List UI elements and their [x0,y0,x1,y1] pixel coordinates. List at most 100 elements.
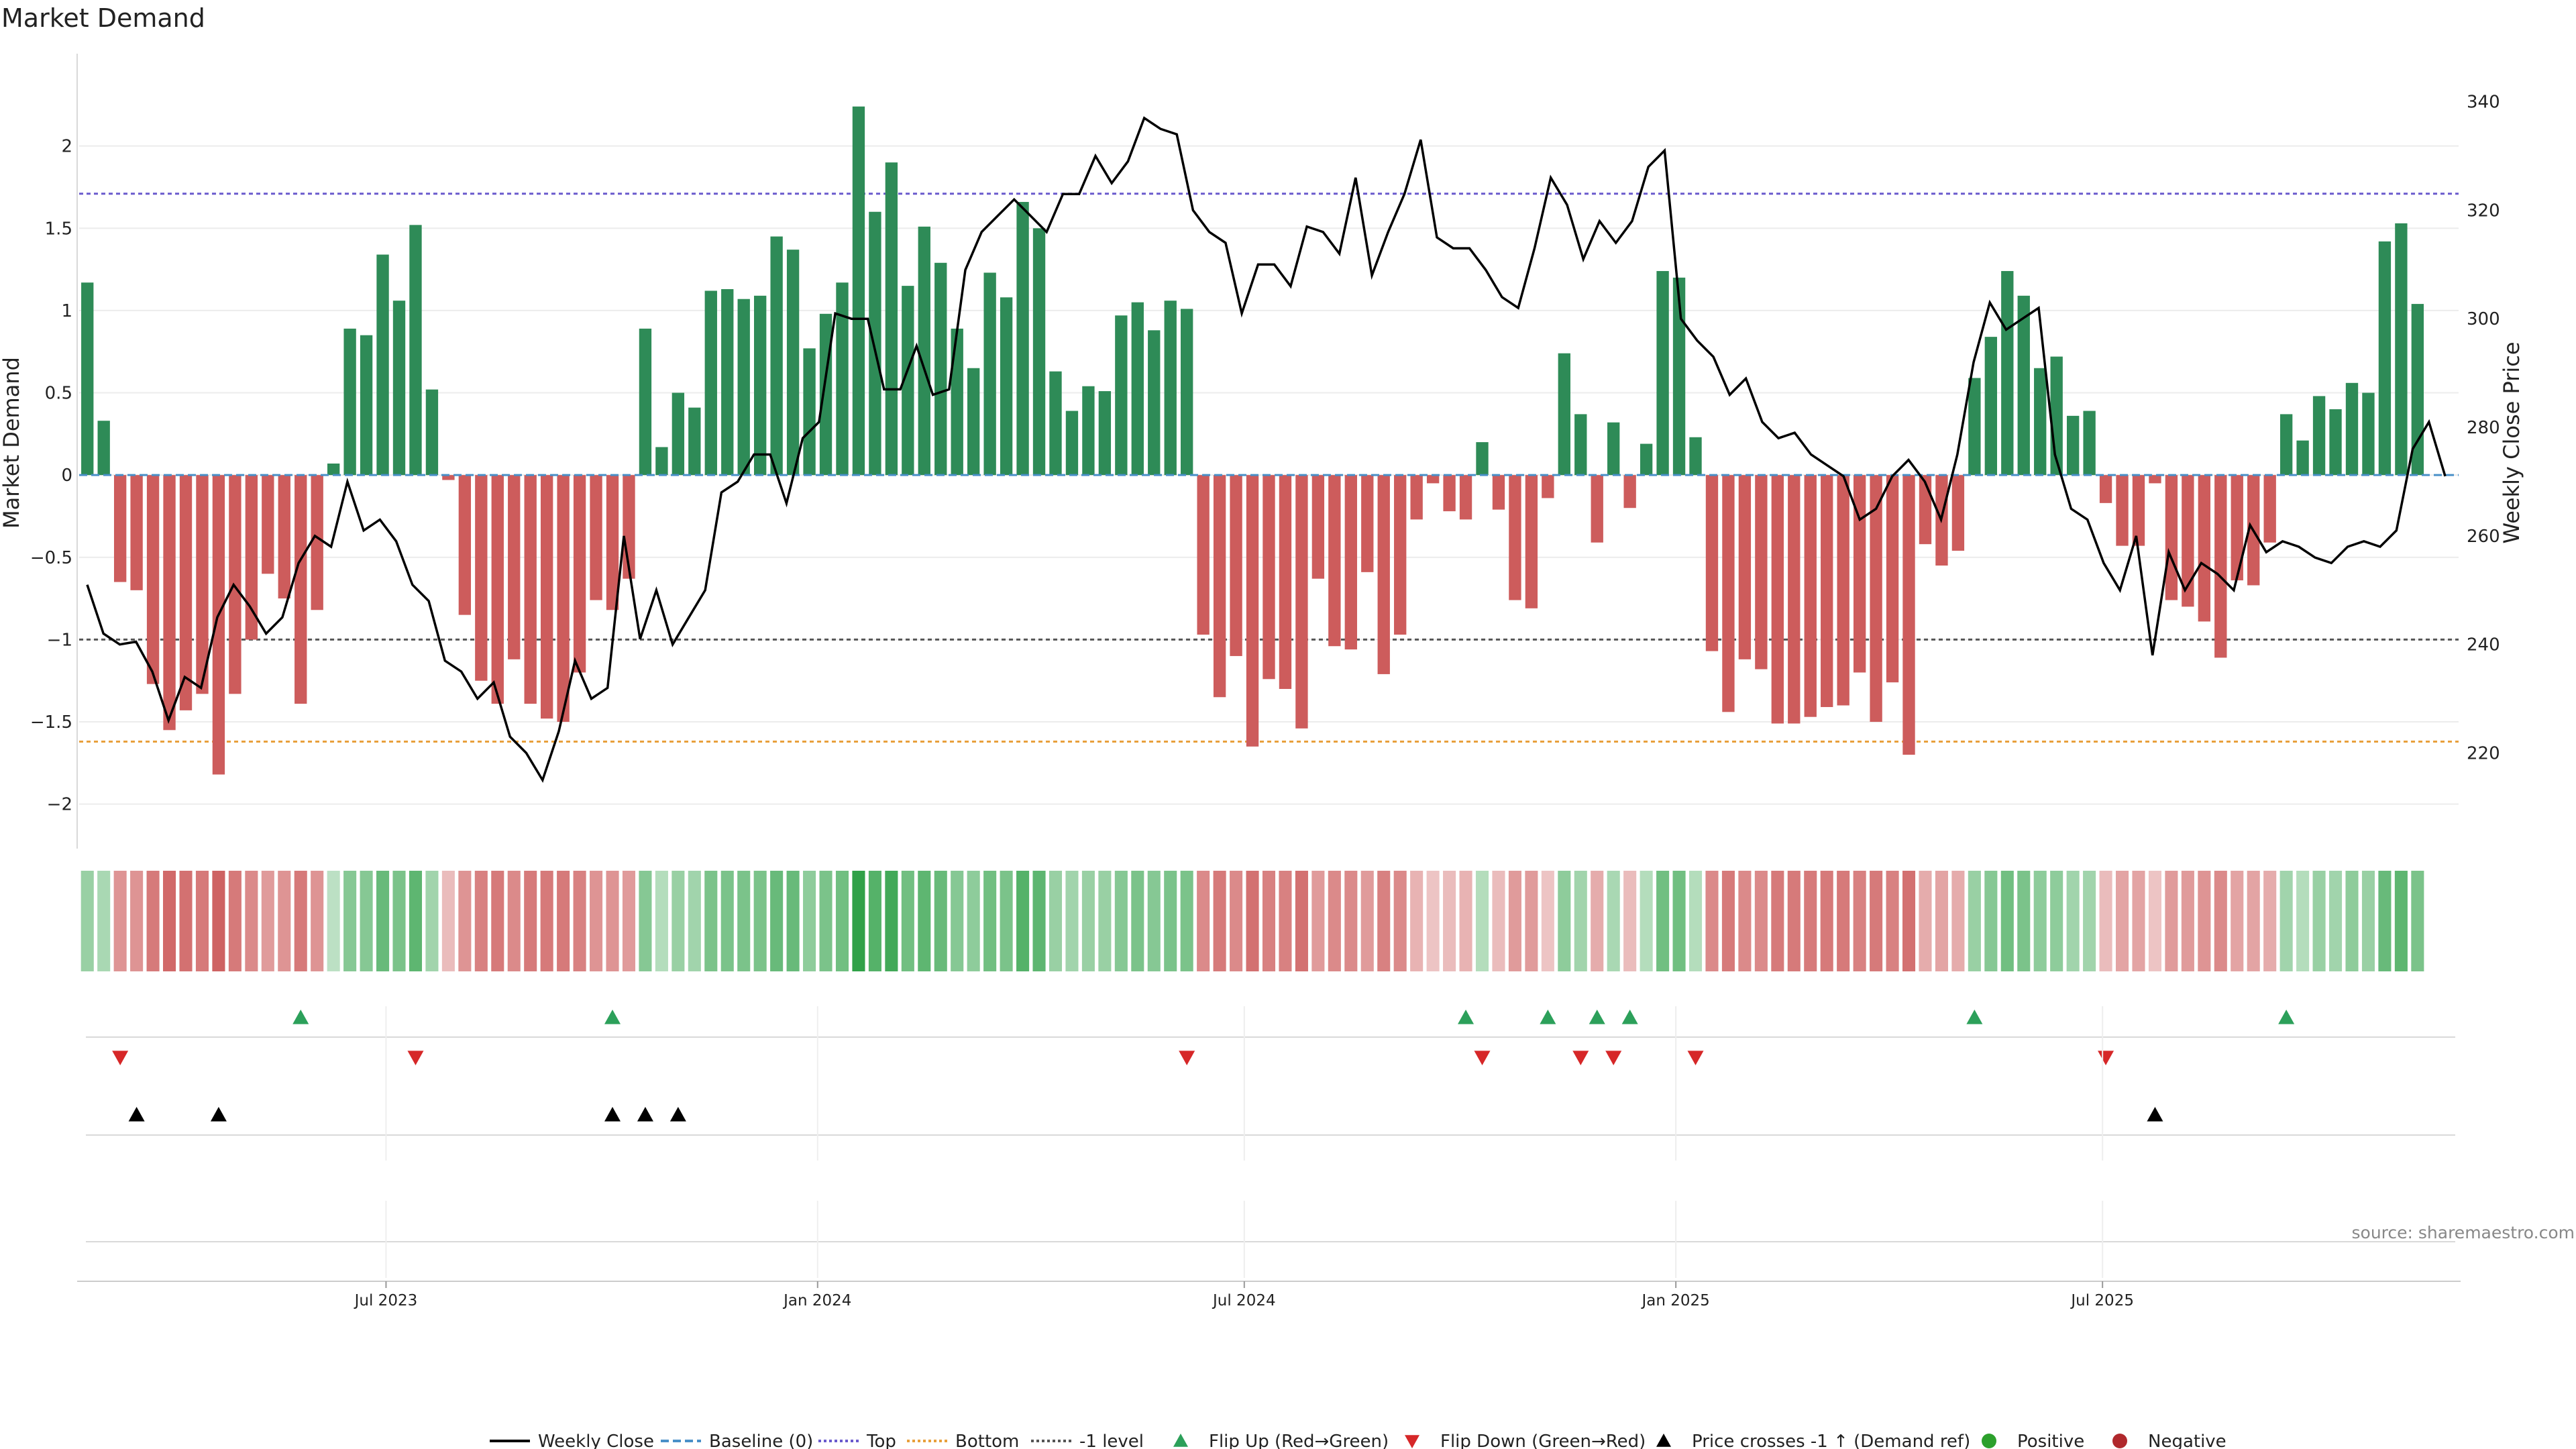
heat-cell [753,871,767,971]
heat-cell [1721,871,1735,971]
heat-cell [376,871,390,971]
demand-bar [1197,475,1210,635]
demand-bar [1311,475,1325,579]
demand-bar [967,368,980,476]
y-left-tick-label: 1.5 [45,219,72,239]
heat-cell [1886,871,1899,971]
legend-label: Negative [2148,1432,2226,1449]
demand-bar [672,392,685,476]
heat-cell [1688,871,1703,971]
demand-bar [1263,475,1275,680]
heat-cell [1984,871,1998,971]
heat-cell [737,871,751,971]
heat-cell [1870,871,1883,971]
heat-cell [2066,871,2080,971]
y-left-tick-label: −1.5 [30,712,72,733]
demand-bar [754,295,767,476]
flip-up-marker [2278,1010,2295,1024]
heat-cell [1328,871,1341,971]
legend-swatch [1656,1434,1671,1447]
price-cross-marker [210,1107,227,1122]
heat-cell [2000,871,2014,971]
heat-cell [1180,871,1193,971]
flip-down-marker [1572,1051,1589,1065]
demand-bar [2017,295,2030,476]
heat-cell [2083,871,2096,971]
heat-cell [80,871,94,971]
y-right-tick-label: 300 [2467,309,2500,329]
heat-cell [1131,871,1144,971]
demand-bar [918,226,930,476]
demand-bar [721,289,734,476]
demand-bar [1722,475,1735,712]
legend-swatch [2112,1434,2127,1448]
demand-bar [327,463,340,476]
heat-cell [557,871,570,971]
heat-cell [1492,871,1505,971]
heat-cell [1279,871,1292,971]
demand-bar [294,475,307,704]
heat-cell [2361,871,2375,971]
demand-bar [212,475,225,775]
demand-bar [360,335,373,476]
demand-bar [475,475,488,681]
y-right-tick-label: 320 [2467,201,2500,221]
demand-bar [196,475,209,694]
legend-label: Flip Up (Red→Green) [1209,1432,1389,1449]
heat-cell [425,871,439,971]
heat-cell [261,871,274,971]
heat-cell [1475,871,1489,971]
demand-bar [1672,277,1686,476]
heat-cell [2263,871,2277,971]
demand-bar [2149,475,2161,484]
heat-cell [458,871,472,971]
heat-cell [1032,871,1046,971]
heat-cell [2033,871,2047,971]
heat-cell [1098,871,1112,971]
heat-cell [1426,871,1440,971]
demand-bar [2182,475,2194,607]
legend-label: Bottom [955,1432,1019,1449]
legend-label: -1 level [1079,1432,1144,1449]
demand-bar [2296,440,2309,476]
demand-bar [2362,392,2375,476]
demand-bar [902,286,914,476]
heat-cell [1360,871,1374,971]
heat-cell [1049,871,1063,971]
demand-bar [1410,475,1423,520]
demand-bar [1016,202,1029,476]
demand-bar [1525,475,1538,608]
heat-cell [212,871,225,971]
y-right-tick-label: 340 [2467,93,2500,113]
heat-cell [2115,871,2129,971]
demand-bar [2345,382,2359,476]
demand-bar [1443,475,1456,512]
heat-cell [228,871,241,971]
demand-bar [1738,475,1752,659]
demand-bar [1623,475,1636,508]
demand-bar [1279,475,1292,689]
heat-cell [1623,871,1637,971]
flip-up-marker [1540,1010,1556,1024]
heat-cell [1919,871,1932,971]
heat-cell [1804,871,1817,971]
demand-bar [1246,475,1259,747]
demand-bar [2411,304,2424,476]
demand-bar [1951,475,1965,551]
heat-cell [1262,871,1276,971]
demand-bar [1377,475,1390,674]
heat-cell [1705,871,1719,971]
flip-down-marker [1687,1051,1704,1065]
flip-down-marker [407,1051,424,1065]
heat-cell [2181,871,2194,971]
flip-up-marker [1589,1010,1605,1024]
heat-cell [474,871,488,971]
heat-cell [1771,871,1784,971]
demand-bar [737,299,750,476]
demand-bar [1065,411,1079,476]
demand-bar [311,475,323,610]
heat-cell [1640,871,1653,971]
heat-cell [540,871,553,971]
heat-cell [2345,871,2359,971]
demand-bar [1886,475,1899,683]
